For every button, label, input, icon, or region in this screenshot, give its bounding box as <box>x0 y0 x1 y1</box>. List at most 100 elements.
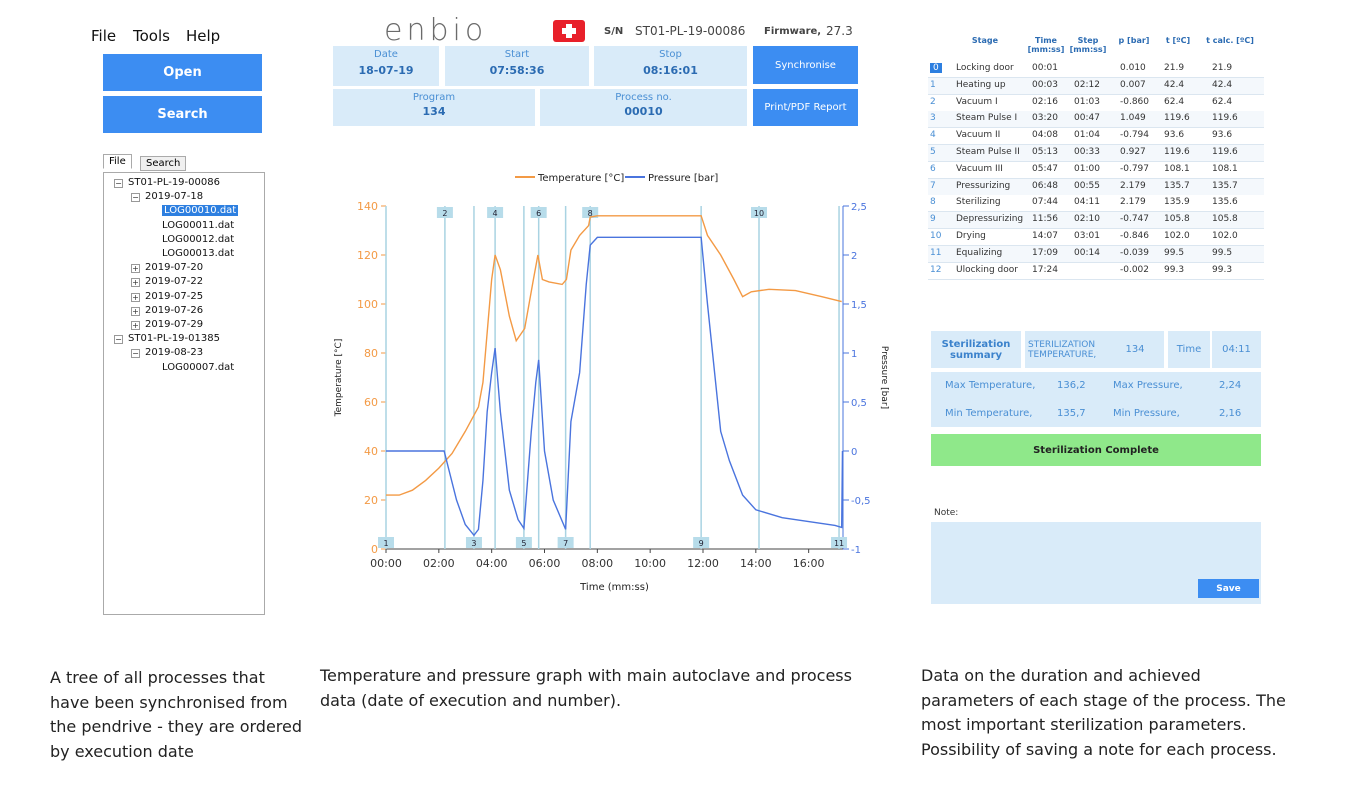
tree-node[interactable]: 2019-07-22 <box>145 276 204 288</box>
expander[interactable]: + <box>131 264 140 274</box>
table-row[interactable]: 5 Steam Pulse II 05:13 00:33 0.927 119.6 119.6 <box>928 145 1264 162</box>
stage-marker-box <box>693 537 710 548</box>
table-cell: 04:11 <box>1074 197 1100 208</box>
menu-item[interactable]: Tools <box>133 27 170 45</box>
y2-tick-label: 2 <box>851 251 857 262</box>
expander[interactable]: + <box>131 321 140 330</box>
table-row[interactable]: 9 Depressurizing 11:56 02:10 -0.747 105.8 105.… <box>928 212 1264 230</box>
table-cell: 99.3 <box>1212 264 1233 275</box>
stage-marker-box <box>831 537 848 548</box>
table-cell: 04:08 <box>1032 130 1058 141</box>
table-cell: 42.4 <box>1164 79 1185 90</box>
table-row[interactable]: 3 Steam Pulse I 03:20 00:47 1.049 119.6 119.6 <box>928 111 1264 129</box>
y2-tick-label: 2,5 <box>851 202 867 213</box>
tree-node[interactable]: ST01-PL-19-01385 <box>128 333 220 345</box>
table-cell: 99.5 <box>1212 247 1233 258</box>
tree-node[interactable]: 2019-07-18 <box>145 191 204 203</box>
table-cell: 99.3 <box>1164 264 1185 275</box>
column-header: Stage <box>971 36 999 45</box>
save-button[interactable]: Save <box>1198 579 1259 598</box>
table-row[interactable]: 7 Pressurizing 06:48 00:55 2.179 135.7 135.7 <box>928 178 1264 196</box>
table-row[interactable]: 1 Heating up 00:03 02:12 0.007 42.4 42.4 <box>928 77 1264 95</box>
table-row[interactable]: 4 Vacuum II 04:08 01:04 -0.794 93.6 93.6 <box>928 128 1264 146</box>
table-row[interactable]: 2 Vacuum I 02:16 01:03 -0.860 62.4 62.4 <box>928 94 1264 112</box>
stage-marker-label: 7 <box>563 539 568 548</box>
legend-label: Temperature [°C] <box>537 173 624 184</box>
synchronise-button[interactable]: Synchronise <box>753 46 858 84</box>
x-tick-label: 10:00 <box>634 557 666 570</box>
table-cell: 135.7 <box>1164 180 1190 191</box>
table-cell: 119.6 <box>1164 113 1190 124</box>
table-row[interactable]: 0 Locking door 00:01 0.010 21.9 21.9 <box>928 61 1264 78</box>
table-cell: 119.6 <box>1212 147 1238 157</box>
menu-item[interactable]: Help <box>186 27 221 45</box>
table-cell: 05:13 <box>1032 147 1058 157</box>
x-tick-label: 16:00 <box>793 557 825 570</box>
table-row[interactable]: 10 Drying 14:07 03:01 -0.846 102.0 102.0 <box>928 229 1264 246</box>
stage-marker-label: 4 <box>493 209 498 218</box>
tree-node[interactable]: 2019-07-26 <box>145 304 204 316</box>
min-temp: 135,7 <box>1057 408 1086 419</box>
value: 00010 <box>624 105 663 118</box>
tree-node[interactable]: LOG00013.dat <box>162 248 235 259</box>
start-box: Start 07:58:36 <box>445 46 589 86</box>
menu-item[interactable]: File <box>91 27 117 45</box>
y-axis-label: Temperature [°C] <box>334 339 344 418</box>
summary-stats: Max Temperature, 136,2 Max Pressure, 2,2… <box>931 372 1261 427</box>
table-cell: Steam Pulse II <box>956 147 1020 157</box>
search-button[interactable]: Search <box>103 96 262 133</box>
tree-node[interactable]: 2019-07-20 <box>145 262 204 274</box>
table-cell: 10 <box>930 231 942 241</box>
x-tick-label: 14:00 <box>740 557 772 570</box>
tree-node[interactable]: ST01-PL-19-00086 <box>128 177 220 188</box>
table-cell: 11:56 <box>1032 214 1058 225</box>
tree-node[interactable]: LOG00010.dat <box>162 205 239 217</box>
table-cell: 135.6 <box>1212 197 1238 208</box>
expander[interactable]: − <box>114 179 123 188</box>
tree-node[interactable]: 2019-07-29 <box>145 319 204 330</box>
tree-node[interactable]: 2019-07-25 <box>145 290 204 302</box>
tab[interactable]: File <box>103 154 132 169</box>
stage-marker-box <box>750 207 767 218</box>
table-cell: 00:33 <box>1074 147 1100 157</box>
table-row[interactable]: 6 Vacuum III 05:47 01:00 -0.797 108.1 108.1 <box>928 161 1264 179</box>
table-cell: 01:04 <box>1074 130 1100 141</box>
table-cell: 99.5 <box>1164 247 1185 258</box>
table-cell: 42.4 <box>1212 79 1233 90</box>
tree-node[interactable]: 2019-08-23 <box>145 347 204 359</box>
label: Start <box>504 49 530 60</box>
table-row[interactable]: 12 Ulocking door 17:24 -0.002 99.3 99.3 <box>928 262 1264 280</box>
stage-marker-label: 1 <box>383 539 388 548</box>
expander[interactable]: − <box>131 193 140 203</box>
print-button[interactable]: Print/PDF Report <box>753 89 858 126</box>
expander[interactable]: − <box>114 335 123 345</box>
tree-node[interactable]: LOG00012.dat <box>162 233 235 245</box>
expander[interactable]: + <box>131 292 140 302</box>
stop-box: Stop 08:16:01 <box>594 46 747 86</box>
table-cell: -0.860 <box>1120 96 1150 107</box>
open-button[interactable]: Open <box>103 54 262 91</box>
column-header: t calc. [ºC] <box>1206 36 1254 45</box>
expander[interactable]: − <box>131 349 140 359</box>
table-cell: 00:55 <box>1074 180 1100 191</box>
table-cell: Locking door <box>956 63 1014 73</box>
stage-marker-box <box>582 207 599 218</box>
table-cell: 93.6 <box>1212 130 1233 141</box>
table-cell: 02:16 <box>1032 96 1058 107</box>
tab[interactable]: Search <box>140 156 187 171</box>
table-cell: 2.179 <box>1120 197 1146 208</box>
x-tick-label: 12:00 <box>687 557 719 570</box>
table-cell: 6 <box>930 163 936 174</box>
expander[interactable]: + <box>131 278 140 288</box>
table-row[interactable]: 11 Equalizing 17:09 00:14 -0.039 99.5 99.5 <box>928 245 1264 263</box>
firmware: 27.3 <box>826 24 853 38</box>
tree-node[interactable]: LOG00011.dat <box>162 219 235 231</box>
table-row[interactable]: 8 Sterilizing 07:44 04:11 2.179 135.9 135.6 <box>928 195 1264 213</box>
caption: Temperature and pressure graph with main… <box>320 666 852 710</box>
table-cell: 07:44 <box>1032 197 1058 208</box>
status-banner: Sterilization Complete <box>931 434 1261 466</box>
tree-node[interactable]: LOG00007.dat <box>162 361 235 373</box>
stage-marker-label: 11 <box>834 539 844 548</box>
expander[interactable]: + <box>131 306 140 316</box>
